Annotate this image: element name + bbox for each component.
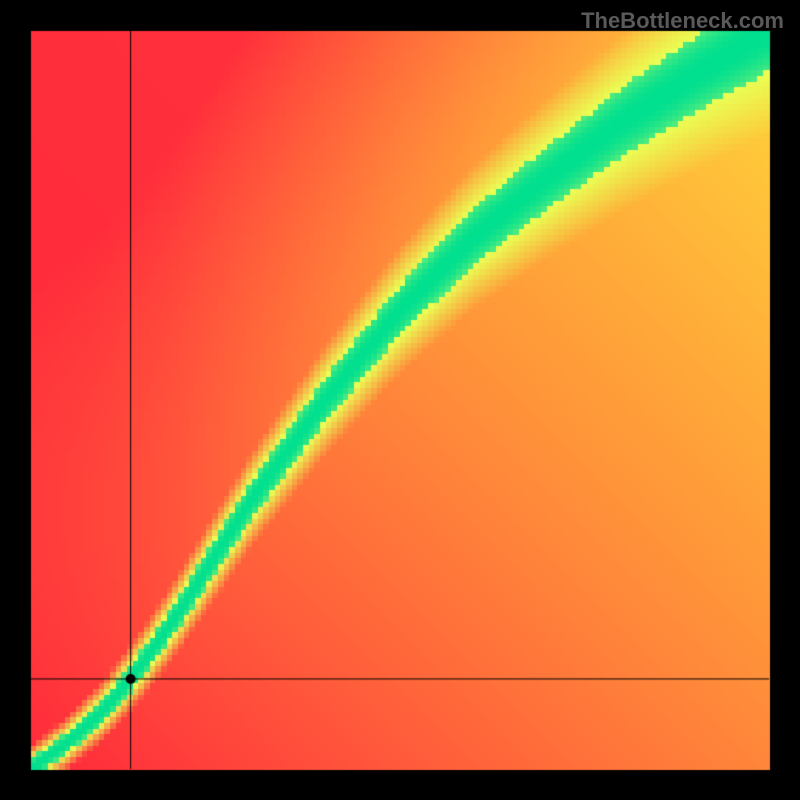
watermark-text: TheBottleneck.com: [581, 8, 784, 34]
chart-container: TheBottleneck.com: [0, 0, 800, 800]
bottleneck-heatmap: [0, 0, 800, 800]
